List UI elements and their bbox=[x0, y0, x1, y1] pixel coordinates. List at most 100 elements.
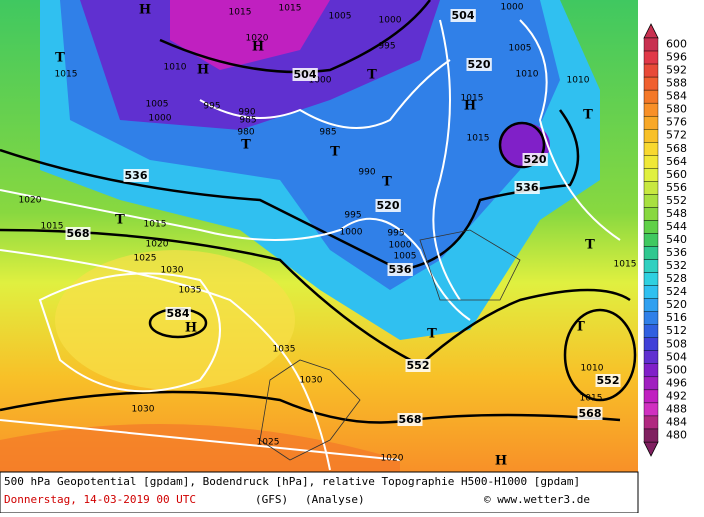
isobar-label: 995 bbox=[203, 102, 220, 112]
isobar-label: 1005 bbox=[394, 252, 417, 262]
geopotential-label: 552 bbox=[407, 359, 430, 372]
geopotential-label-bg bbox=[165, 307, 191, 320]
colorbar-label: 488 bbox=[666, 402, 687, 415]
isobar-label: 1010 bbox=[516, 70, 539, 80]
colorbar-swatch bbox=[643, 63, 659, 78]
colorbar-swatch bbox=[643, 207, 659, 221]
colorbar-arrow-bottom bbox=[643, 441, 659, 457]
caption-title: 500 hPa Geopotential [gpdam], Bodendruck… bbox=[4, 475, 580, 488]
geopotential-label: 536 bbox=[389, 263, 412, 276]
geopotential-label-bg bbox=[397, 413, 423, 426]
colorbar: 6005965925885845805765725685645605565525… bbox=[643, 23, 687, 457]
geopotential-label-bg bbox=[466, 58, 492, 71]
pressure-center: H bbox=[464, 99, 476, 114]
colorbar-swatch bbox=[643, 115, 659, 130]
pressure-center: T bbox=[585, 238, 595, 253]
colorbar-swatch bbox=[643, 168, 659, 182]
colorbar-swatch bbox=[643, 402, 659, 417]
geopotential-label-bg bbox=[514, 181, 540, 194]
isobar-label: 1005 bbox=[146, 100, 169, 110]
isobar-label: 990 bbox=[358, 168, 375, 178]
colorbar-label: 596 bbox=[666, 51, 687, 64]
colorbar-swatch bbox=[643, 259, 659, 273]
isobar-label: 1010 bbox=[581, 364, 604, 374]
colorbar-label: 496 bbox=[666, 376, 687, 389]
isobar-label: 1010 bbox=[164, 63, 187, 73]
colorbar-swatch bbox=[643, 311, 659, 325]
warm-south bbox=[0, 424, 400, 472]
colorbar-swatch bbox=[643, 129, 659, 143]
colorbar-swatch bbox=[643, 155, 659, 169]
isobar-label: 1015 bbox=[467, 134, 490, 144]
isobar-label: 1000 bbox=[340, 228, 363, 238]
geopotential-label-bg bbox=[123, 169, 149, 182]
colorbar-label: 508 bbox=[666, 337, 687, 350]
isobar-label: 1005 bbox=[329, 12, 352, 22]
isobar-label: 985 bbox=[239, 116, 256, 126]
colorbar-label: 520 bbox=[666, 298, 687, 311]
map-area bbox=[0, 0, 638, 472]
colorbar-label: 528 bbox=[666, 272, 687, 285]
pressure-center: T bbox=[241, 138, 251, 153]
coastlines bbox=[259, 229, 521, 461]
colorbar-swatch bbox=[643, 37, 659, 52]
colorbar-label: 560 bbox=[666, 168, 687, 181]
geopotential-label: 504 bbox=[452, 9, 475, 22]
colorbar-label: 556 bbox=[666, 181, 687, 194]
colorbar-swatch bbox=[643, 415, 659, 430]
pressure-center: T bbox=[330, 145, 340, 160]
isobar-label: 1035 bbox=[179, 286, 202, 296]
colorbar-swatch bbox=[643, 50, 659, 65]
geopotential-label: 536 bbox=[516, 181, 539, 194]
caption-box bbox=[0, 471, 639, 514]
geopotential-label-bg bbox=[450, 9, 476, 22]
pressure-center: H bbox=[495, 454, 507, 469]
isobar-label: 1015 bbox=[229, 8, 252, 18]
colorbar-label: 580 bbox=[666, 103, 687, 116]
pressure-center: T bbox=[55, 51, 65, 66]
pressure-center: T bbox=[427, 327, 437, 342]
colorbar-label: 552 bbox=[666, 194, 687, 207]
colorbar-swatch bbox=[643, 285, 659, 299]
geopotential-label: 584 bbox=[167, 307, 190, 320]
colorbar-swatch bbox=[643, 233, 659, 247]
geopotential-label-bg bbox=[387, 263, 413, 276]
colorbar-swatch bbox=[643, 76, 659, 91]
colorbar-swatch bbox=[643, 428, 659, 443]
colorbar-swatch bbox=[643, 246, 659, 260]
isobar-label: 990 bbox=[238, 108, 255, 118]
isobar-label: 1025 bbox=[257, 438, 280, 448]
geopotential-label: 520 bbox=[377, 199, 400, 212]
geopotential-label: 568 bbox=[399, 413, 422, 426]
isobar-label: 1015 bbox=[144, 220, 167, 230]
pressure-center: H bbox=[185, 321, 197, 336]
colorbar-swatch bbox=[643, 363, 659, 378]
colorbar-label: 584 bbox=[666, 90, 687, 103]
geopotential-label: 504 bbox=[294, 68, 317, 81]
colorbar-label: 540 bbox=[666, 233, 687, 246]
colorbar-label: 484 bbox=[666, 415, 687, 428]
isobar-label: 995 bbox=[344, 211, 361, 221]
colorbar-label: 564 bbox=[666, 155, 687, 168]
isobar-label: 980 bbox=[237, 128, 254, 138]
geopotential-label: 568 bbox=[579, 407, 602, 420]
isobar-label: 1000 bbox=[389, 241, 412, 251]
colorbar-label: 568 bbox=[666, 142, 687, 155]
pressure-center: H bbox=[197, 63, 209, 78]
geopotential-label: 520 bbox=[468, 58, 491, 71]
isobar-label: 1030 bbox=[132, 405, 155, 415]
pressure-center: T bbox=[367, 68, 377, 83]
colorbar-label: 504 bbox=[666, 350, 687, 363]
colorbar-swatch bbox=[643, 220, 659, 234]
caption-credit: © www.wetter3.de bbox=[484, 493, 590, 506]
geopotential-label-bg bbox=[595, 374, 621, 387]
colorbar-label: 600 bbox=[666, 38, 687, 51]
isobar-label: 1020 bbox=[146, 240, 169, 250]
colorbar-label: 500 bbox=[666, 363, 687, 376]
geopotential-label: 568 bbox=[67, 227, 90, 240]
geopotential-label: 520 bbox=[524, 153, 547, 166]
pressure-center: T bbox=[583, 108, 593, 123]
isobars bbox=[0, 19, 621, 471]
